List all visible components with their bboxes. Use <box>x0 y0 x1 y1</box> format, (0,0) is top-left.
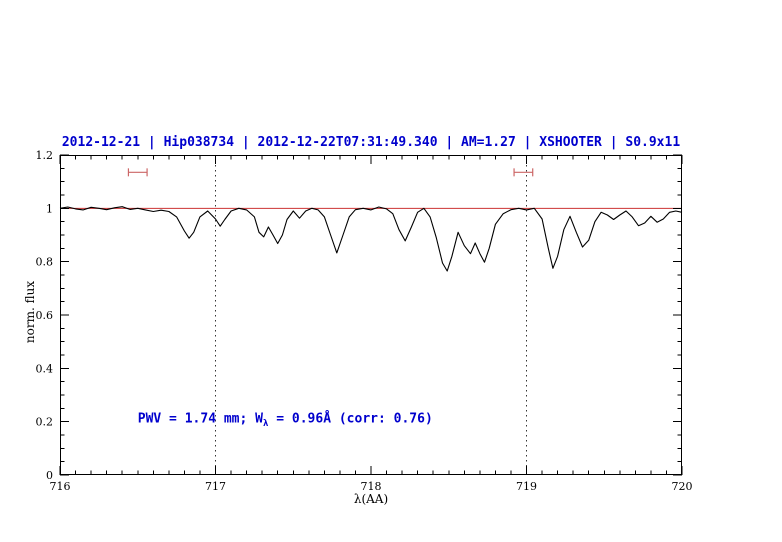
pwv-annotation: PWV = 1.74 mm; Wλ = 0.96Å (corr: 0.76) <box>138 411 433 429</box>
x-tick-label: 720 <box>672 480 693 493</box>
y-tick-label: 0.2 <box>36 416 54 429</box>
y-tick-label: 0.6 <box>36 309 54 322</box>
x-tick-label: 718 <box>361 480 382 493</box>
y-tick-label: 0.4 <box>36 362 54 375</box>
x-axis-label: λ(AA) <box>353 492 389 506</box>
x-tick-label: 717 <box>205 480 226 493</box>
spectrum-line <box>59 206 683 272</box>
plot-title: 2012-12-21 | Hip038734 | 2012-12-22T07:3… <box>61 135 681 150</box>
pwv-annotation-post: = 0.96Å (corr: 0.76) <box>268 411 433 427</box>
pwv-annotation-sub: λ <box>262 418 269 429</box>
x-tick-label: 719 <box>516 480 537 493</box>
plot-area: 716 717 718 719 720 0 0.2 0.4 0.6 0.8 1 1.2 PWV = 1… <box>36 149 693 493</box>
y-tick-label: 1 <box>46 202 53 215</box>
y-tick-label: 0.8 <box>36 256 54 269</box>
x-tick-label: 716 <box>50 480 71 493</box>
pwv-annotation-pre: PWV = 1.74 mm; W <box>137 411 263 427</box>
y-tick-label: 0 <box>46 469 53 482</box>
y-tick-label: 1.2 <box>36 149 54 162</box>
plot-svg: 716 717 718 719 720 0 0.2 0.4 0.6 0.8 1 1.2 <box>36 149 693 493</box>
